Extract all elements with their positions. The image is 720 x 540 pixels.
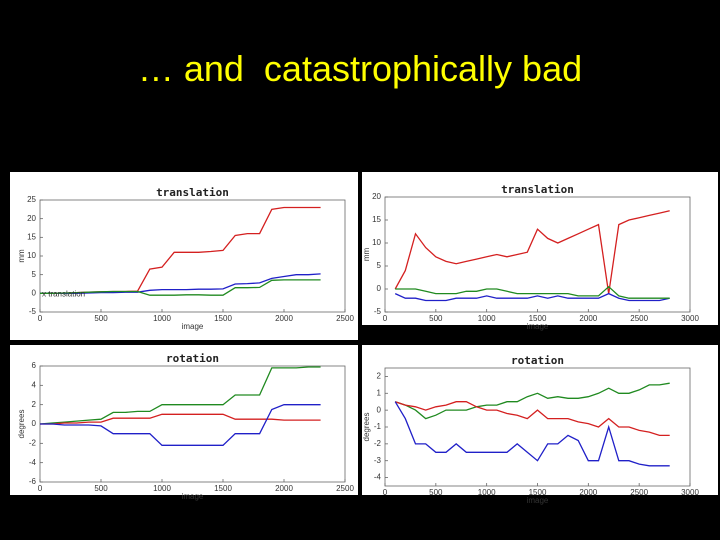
series-line	[40, 413, 321, 425]
y-tick-label: -2	[374, 439, 382, 448]
x-axis-label: image	[527, 322, 549, 331]
y-tick-label: 2	[32, 400, 37, 409]
y-tick-label: 5	[377, 261, 382, 270]
y-tick-label: -4	[374, 473, 382, 482]
x-tick-label: 2000	[275, 314, 293, 323]
y-axis-label: mm	[17, 249, 26, 263]
x-tick-label: 2500	[630, 314, 648, 323]
series-line	[394, 401, 670, 467]
x-tick-label: 1500	[214, 314, 232, 323]
y-tick-label: -4	[29, 458, 37, 467]
chart-panel	[362, 345, 718, 495]
x-tick-label: 500	[94, 314, 108, 323]
y-tick-label: 5	[32, 270, 37, 279]
x-tick-label: 500	[429, 488, 443, 497]
series-line	[394, 401, 670, 437]
series-line	[40, 279, 321, 296]
series-line	[40, 404, 321, 446]
y-tick-label: 15	[372, 215, 381, 224]
x-tick-label: 500	[429, 314, 443, 323]
x-tick-label: 2500	[630, 488, 648, 497]
y-tick-label: -3	[374, 456, 382, 465]
x-tick-label: 2000	[275, 484, 293, 493]
y-tick-label: 6	[32, 361, 37, 370]
x-axis-label: image	[527, 496, 549, 505]
y-axis-label: mm	[362, 248, 371, 262]
y-tick-label: 10	[27, 251, 36, 260]
x-tick-label: 1500	[529, 314, 547, 323]
chart-title: translation	[156, 186, 229, 199]
series-line	[394, 382, 670, 420]
y-tick-label: 1	[377, 388, 382, 397]
x-tick-label: 0	[383, 488, 388, 497]
y-tick-label: -5	[374, 307, 382, 316]
y-tick-label: 2	[377, 372, 382, 381]
x-tick-label: 0	[38, 314, 43, 323]
series-line	[39, 366, 321, 425]
y-tick-label: 20	[372, 192, 381, 201]
x-tick-label: 0	[38, 484, 43, 493]
y-tick-label: -2	[29, 438, 37, 447]
annotation: x translation	[42, 289, 85, 298]
series-line	[395, 285, 670, 299]
slide-title: … and catastrophically bad	[137, 48, 583, 89]
y-tick-label: -6	[29, 477, 37, 486]
x-tick-label: 500	[94, 484, 108, 493]
y-tick-label: 0	[32, 419, 37, 428]
y-tick-label: 20	[27, 214, 36, 223]
series-line	[40, 273, 321, 294]
series-line	[394, 292, 670, 302]
x-tick-label: 2500	[336, 484, 354, 493]
x-tick-label: 1000	[478, 488, 496, 497]
y-tick-label: 0	[377, 284, 382, 293]
x-tick-label: 3000	[681, 314, 699, 323]
x-tick-label: 3000	[681, 488, 699, 497]
y-tick-label: 25	[27, 195, 36, 204]
y-tick-label: 10	[372, 238, 381, 247]
y-tick-label: 4	[32, 380, 37, 389]
x-tick-label: 1000	[153, 484, 171, 493]
chart-title: rotation	[511, 354, 564, 367]
y-tick-label: 0	[377, 405, 382, 414]
x-tick-label: 1500	[214, 484, 232, 493]
x-axis-label: image	[182, 322, 204, 331]
series-line	[394, 210, 670, 294]
chart-title: rotation	[166, 352, 219, 365]
x-tick-label: 2500	[336, 314, 354, 323]
y-axis-label: degrees	[17, 410, 26, 439]
y-tick-label: 0	[32, 288, 37, 297]
x-tick-label: 0	[383, 314, 388, 323]
x-axis-label: image	[182, 492, 204, 501]
y-tick-label: -1	[374, 422, 382, 431]
y-tick-label: 15	[27, 232, 36, 241]
x-tick-label: 1000	[478, 314, 496, 323]
x-tick-label: 1500	[529, 488, 547, 497]
x-tick-label: 2000	[579, 314, 597, 323]
x-tick-label: 1000	[153, 314, 171, 323]
chart-title: translation	[501, 183, 574, 196]
x-tick-label: 2000	[579, 488, 597, 497]
y-tick-label: -5	[29, 307, 37, 316]
y-axis-label: degrees	[362, 413, 371, 442]
